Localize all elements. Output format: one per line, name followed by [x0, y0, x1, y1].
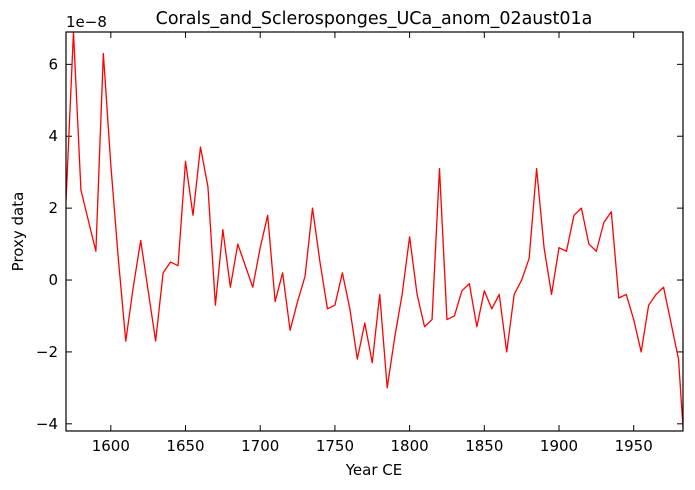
x-tick-label: 1850 — [465, 437, 503, 455]
y-tick-label: 4 — [48, 127, 58, 145]
x-tick-label: 1700 — [241, 437, 279, 455]
x-tick-label: 1750 — [316, 437, 354, 455]
y-tick-label: −2 — [36, 343, 58, 361]
x-axis-ticks: 1600 1650 1700 1750 1800 1850 1900 1950 — [92, 32, 653, 455]
y-tick-label: 6 — [48, 55, 58, 73]
x-tick-label: 1800 — [391, 437, 429, 455]
x-tick-label: 1650 — [166, 437, 204, 455]
y-axis-label: Proxy data — [9, 192, 27, 272]
x-tick-label: 1950 — [615, 437, 653, 455]
x-axis-label: Year CE — [345, 461, 402, 479]
y-tick-label: 2 — [48, 199, 58, 217]
series-line-0 — [66, 32, 683, 428]
y-tick-label: −4 — [36, 415, 58, 433]
y-tick-label: 0 — [48, 271, 58, 289]
plot-area — [66, 32, 683, 431]
y-offset-label: 1e−8 — [66, 13, 107, 31]
plot-frame — [65, 31, 684, 432]
x-tick-label: 1600 — [92, 437, 130, 455]
chart-title: Corals_and_Sclerosponges_UCa_anom_02aust… — [156, 9, 593, 29]
y-axis-ticks: −4 −2 0 2 4 6 — [36, 55, 683, 433]
x-tick-label: 1900 — [540, 437, 578, 455]
series-layer — [66, 32, 683, 428]
